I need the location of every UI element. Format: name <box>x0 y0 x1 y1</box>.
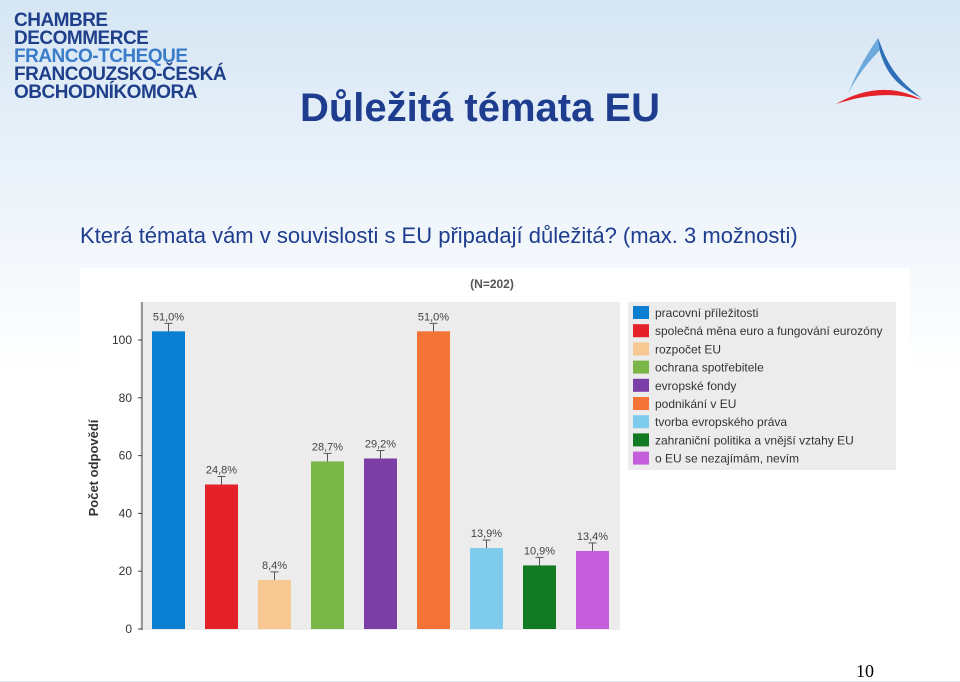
company-logo: CHAMBRE DECOMMERCE FRANCO-TCHEQUE FRANCO… <box>14 10 227 103</box>
y-tick-label: 20 <box>119 564 133 578</box>
legend-entry: tvorba evropského práva <box>655 415 787 429</box>
bar-1 <box>152 331 185 629</box>
bar-3 <box>258 579 291 629</box>
legend-entry: rozpočet EU <box>655 342 721 356</box>
bar-8 <box>523 565 556 629</box>
logo-line-5: OBCHODNÍKOMORA <box>14 82 198 103</box>
bar-data-label: 29,2% <box>365 438 396 450</box>
bar-data-label: 51,0% <box>418 311 449 323</box>
chart-title: (N=202) <box>470 277 514 291</box>
legend-entry: společná měna euro a fungování eurozóny <box>655 324 883 338</box>
chart-canvas: (N=202) Počet odpovědí 0 20 40 60 80 100 51,0… <box>80 268 910 634</box>
legend-entry: evropské fondy <box>655 379 736 393</box>
y-tick-label: 100 <box>112 333 132 347</box>
legend-swatch <box>633 378 649 392</box>
legend-swatch <box>633 451 649 465</box>
legend-swatch <box>633 342 649 356</box>
bar-chart: (N=202) Počet odpovědí 0 20 40 60 80 100 51,0… <box>80 268 910 634</box>
chamber-emblem-icon <box>836 38 922 104</box>
legend-swatch <box>633 433 649 447</box>
logo-line-2: DECOMMERCE <box>14 28 149 49</box>
logo-line-1: CHAMBRE <box>14 10 108 31</box>
legend-entry: pracovní příležitosti <box>655 306 758 320</box>
y-tick-label: 40 <box>119 506 133 520</box>
slide-title: Důležitá témata EU <box>299 86 661 130</box>
bar-data-label: 28,7% <box>312 441 343 453</box>
bar-data-label: 24,8% <box>206 465 237 477</box>
y-tick-label: 60 <box>119 449 133 463</box>
chart-y-axis-label: Počet odpovědí <box>86 419 101 516</box>
bar-2 <box>205 484 238 629</box>
bar-data-label: 10,9% <box>524 545 555 557</box>
y-tick-label: 80 <box>119 391 133 405</box>
bar-data-label: 13,9% <box>471 528 502 540</box>
page-number: 10 <box>856 661 874 681</box>
bar-data-label: 13,4% <box>577 531 608 543</box>
legend-entry: ochrana spotřebitele <box>655 361 764 375</box>
bar-data-label: 8,4% <box>262 560 287 572</box>
y-tick-label: 0 <box>125 622 132 634</box>
bar-7 <box>470 548 503 629</box>
legend-entry: podnikání v EU <box>655 397 736 411</box>
bar-5 <box>364 458 397 629</box>
slide-subtitle: Která témata vám v souvislosti s EU přip… <box>80 223 798 248</box>
logo-line-3: FRANCO-TCHEQUE <box>14 46 188 67</box>
bar-6 <box>417 331 450 629</box>
legend-swatch <box>633 397 649 410</box>
logo-line-4: FRANCOUZSKO-ČESKÁ <box>14 64 227 85</box>
legend-swatch <box>633 324 649 338</box>
legend-swatch <box>633 306 649 319</box>
bar-4 <box>311 461 344 629</box>
legend-entry: zahraniční politika a vnější vztahy EU <box>655 433 854 447</box>
bar-data-label: 51,0% <box>153 311 184 323</box>
legend-swatch <box>633 415 649 429</box>
bar-9 <box>576 550 609 629</box>
legend-entry: o EU se nezajímám, nevím <box>655 452 799 466</box>
legend-swatch <box>633 360 649 374</box>
